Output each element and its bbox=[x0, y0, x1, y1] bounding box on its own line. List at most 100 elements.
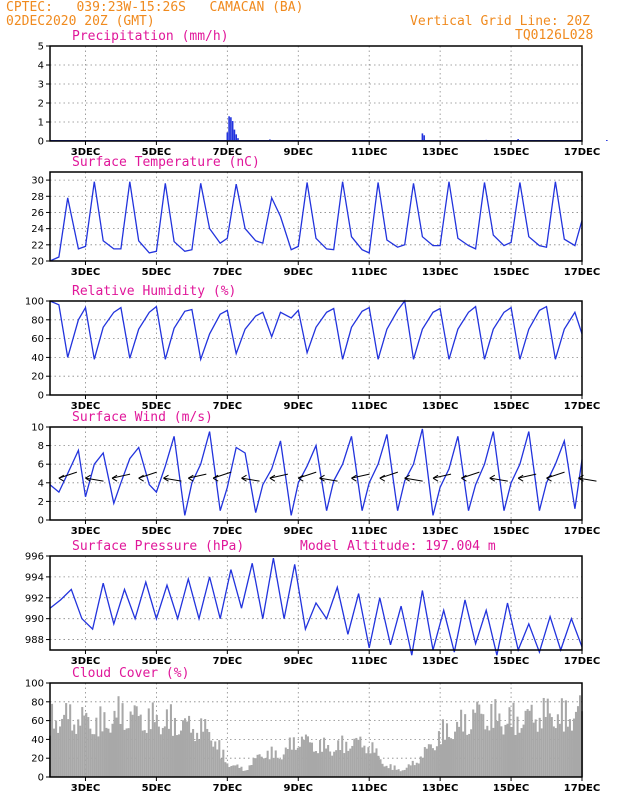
cloud-bar bbox=[87, 717, 90, 777]
cloud-bar bbox=[184, 718, 187, 777]
cloud-bar bbox=[546, 698, 549, 777]
x-tick-label: 7DEC bbox=[213, 783, 242, 794]
cloud-bar bbox=[409, 765, 412, 777]
cloud-bar bbox=[524, 710, 527, 777]
cloud-bar bbox=[371, 742, 374, 777]
wind-arrow bbox=[379, 471, 398, 479]
cloud-bar bbox=[498, 713, 501, 777]
cloud-bar bbox=[230, 765, 233, 777]
cloud-bar bbox=[389, 764, 392, 777]
cloud-bar bbox=[173, 717, 176, 777]
cloud-bar bbox=[238, 767, 241, 777]
x-tick-label: 7DEC bbox=[213, 401, 242, 412]
x-tick-label: 5DEC bbox=[142, 656, 171, 667]
x-tick-label: 5DEC bbox=[142, 267, 171, 278]
cloud-bar bbox=[304, 734, 307, 777]
panel-title: Surface Pressure (hPa) bbox=[72, 539, 244, 554]
x-tick-label: 17DEC bbox=[564, 401, 600, 412]
y-tick-label: 996 bbox=[25, 552, 44, 563]
cloud-bar bbox=[248, 765, 251, 777]
panel-title: Surface Temperature (nC) bbox=[72, 155, 260, 170]
cloud-bar bbox=[224, 762, 227, 777]
y-tick-label: 20 bbox=[31, 257, 44, 268]
precip-bar bbox=[421, 133, 424, 141]
wind-arrow-head bbox=[546, 474, 552, 482]
cloud-bar bbox=[393, 765, 396, 777]
cloud-bar bbox=[63, 714, 66, 777]
wind-arrow bbox=[138, 471, 157, 479]
cloud-bar bbox=[574, 711, 578, 777]
x-tick-label: 15DEC bbox=[493, 783, 529, 794]
x-tick-label: 11DEC bbox=[351, 401, 387, 412]
cloud-bar bbox=[95, 717, 98, 777]
cloud-bar bbox=[182, 720, 185, 777]
cloud-bar bbox=[359, 736, 362, 777]
cloud-bar bbox=[93, 734, 96, 777]
cloud-bar bbox=[163, 726, 166, 777]
cloud-bar bbox=[395, 769, 398, 777]
cloud-bar bbox=[292, 737, 295, 777]
header-model-code: TQ0126L028 bbox=[515, 28, 594, 43]
y-tick-label: 994 bbox=[25, 572, 44, 583]
cloud-bar bbox=[462, 731, 465, 777]
cloud-bar bbox=[514, 734, 517, 777]
cloud-bar bbox=[490, 703, 493, 777]
panel-title: Surface Wind (m/s) bbox=[72, 410, 213, 425]
precip-bar bbox=[235, 134, 237, 141]
header-station: CPTEC: 039:23W-15:26S CAMACAN (BA) bbox=[6, 0, 304, 15]
x-tick-label: 7DEC bbox=[213, 656, 242, 667]
cloud-bar bbox=[468, 733, 471, 777]
panel-frame bbox=[49, 300, 583, 396]
x-tick-label: 11DEC bbox=[351, 526, 387, 537]
cloud-bar bbox=[506, 723, 509, 777]
panel-title: Cloud Cover (%) bbox=[72, 666, 189, 681]
cloud-bar bbox=[129, 711, 132, 777]
cloud-bar bbox=[399, 771, 402, 777]
cloud-bar bbox=[298, 746, 301, 777]
cloud-bar bbox=[379, 759, 382, 777]
y-tick-label: 24 bbox=[31, 224, 44, 235]
x-tick-label: 9DEC bbox=[284, 526, 313, 537]
y-tick-label: 3 bbox=[38, 80, 44, 91]
y-tick-label: 0 bbox=[38, 137, 44, 148]
cloud-bar bbox=[175, 735, 179, 777]
cloud-bar bbox=[345, 741, 348, 777]
cloud-bar bbox=[161, 727, 164, 777]
cloud-bar bbox=[355, 737, 358, 777]
cloud-bar bbox=[570, 730, 573, 777]
y-tick-label: 0 bbox=[38, 391, 44, 402]
cloud-bar bbox=[470, 729, 473, 777]
wind-arrow bbox=[404, 477, 423, 482]
cloud-bar bbox=[262, 758, 265, 777]
x-tick-label: 9DEC bbox=[284, 783, 313, 794]
cloud-bar bbox=[429, 744, 432, 777]
cloud-bar bbox=[484, 729, 487, 777]
y-tick-label: 28 bbox=[31, 192, 44, 203]
cloud-bar bbox=[450, 738, 453, 777]
cloud-bar bbox=[254, 758, 257, 777]
precip-bar bbox=[226, 132, 229, 141]
cloud-bar bbox=[99, 706, 102, 777]
cloud-bar bbox=[413, 765, 416, 777]
wind-arrow bbox=[489, 477, 508, 482]
wind-arrow bbox=[111, 473, 131, 479]
cloud-bar bbox=[61, 718, 64, 777]
cloud-bar bbox=[85, 712, 88, 777]
cloud-bar bbox=[143, 730, 146, 777]
x-tick-label: 11DEC bbox=[351, 267, 387, 278]
wind-arrow-head bbox=[85, 474, 91, 482]
x-tick-label: 17DEC bbox=[564, 656, 600, 667]
cloud-bar bbox=[319, 739, 322, 777]
cloud-bar bbox=[560, 698, 563, 777]
cloud-bar bbox=[137, 716, 140, 777]
cloud-bar bbox=[403, 769, 406, 777]
cloud-bar bbox=[310, 742, 314, 777]
cloud-bar bbox=[456, 721, 459, 777]
cloud-bar bbox=[458, 726, 461, 777]
cloud-bar bbox=[572, 718, 575, 777]
wind-arrow-head bbox=[319, 474, 325, 482]
cloud-bar bbox=[91, 734, 94, 777]
panel-frame bbox=[49, 682, 583, 778]
y-tick-label: 100 bbox=[25, 297, 44, 308]
y-tick-label: 990 bbox=[25, 614, 44, 625]
